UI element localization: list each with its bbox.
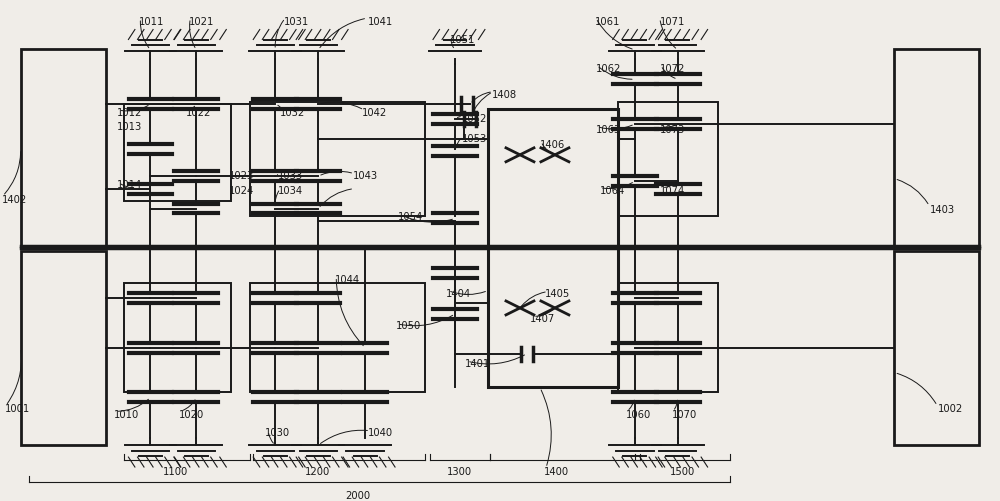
Text: 1408: 1408 [492,90,517,100]
Text: 1001: 1001 [5,403,30,413]
Text: 1401: 1401 [465,358,490,368]
Bar [894,50,979,246]
Text: 1014: 1014 [117,179,142,189]
Text: 1022: 1022 [185,107,211,117]
Text: 1044: 1044 [335,275,360,285]
Bar [21,50,106,246]
Text: 1020: 1020 [178,409,204,419]
Text: 1400: 1400 [544,466,569,476]
Bar [124,105,231,201]
Bar [250,102,425,216]
Text: 1053: 1053 [462,134,487,144]
Text: 1040: 1040 [368,427,393,437]
Bar [488,110,618,388]
Text: 1070: 1070 [672,409,697,419]
Text: 1033: 1033 [278,171,303,181]
Text: 2000: 2000 [345,490,370,500]
Text: 1405: 1405 [545,289,570,299]
Text: 1052: 1052 [462,114,487,124]
Text: 1042: 1042 [362,107,387,117]
Text: 1402: 1402 [2,194,27,204]
Text: 1002: 1002 [937,403,963,413]
Text: 1061: 1061 [595,17,620,27]
Bar [124,284,231,393]
Text: 1200: 1200 [305,466,331,476]
Text: 1404: 1404 [446,289,471,299]
Text: 1034: 1034 [278,186,303,196]
Text: 1403: 1403 [929,204,955,214]
Text: 1073: 1073 [660,125,685,135]
Text: 1041: 1041 [368,17,393,27]
Text: 1072: 1072 [660,64,685,74]
Text: 1021: 1021 [188,17,214,27]
Bar [894,252,979,445]
Text: 1500: 1500 [670,466,695,476]
Text: 1013: 1013 [117,122,142,132]
Bar [618,102,718,216]
Text: 1054: 1054 [398,211,423,221]
Text: 1407: 1407 [530,313,555,323]
Text: 1032: 1032 [280,107,306,117]
Text: 1062: 1062 [596,64,621,74]
Text: 1300: 1300 [447,466,472,476]
Text: 1031: 1031 [284,17,310,27]
Text: 1010: 1010 [114,409,139,419]
Text: 1011: 1011 [139,17,164,27]
Text: 1050: 1050 [396,321,421,331]
Text: 1064: 1064 [600,185,625,195]
Text: 1071: 1071 [660,17,685,27]
Bar [618,284,718,393]
Text: 1043: 1043 [353,171,378,181]
Text: 1024: 1024 [228,186,254,196]
Text: 1051: 1051 [450,36,475,46]
Bar [21,252,106,445]
Text: 1063: 1063 [596,125,621,135]
Text: 1023: 1023 [228,171,254,181]
Text: 1060: 1060 [626,409,651,419]
Text: 1074: 1074 [660,185,685,195]
Text: 1406: 1406 [540,140,565,150]
Bar [250,284,425,393]
Text: 1030: 1030 [265,427,290,437]
Text: 1100: 1100 [162,466,188,476]
Text: 1012: 1012 [117,107,142,117]
